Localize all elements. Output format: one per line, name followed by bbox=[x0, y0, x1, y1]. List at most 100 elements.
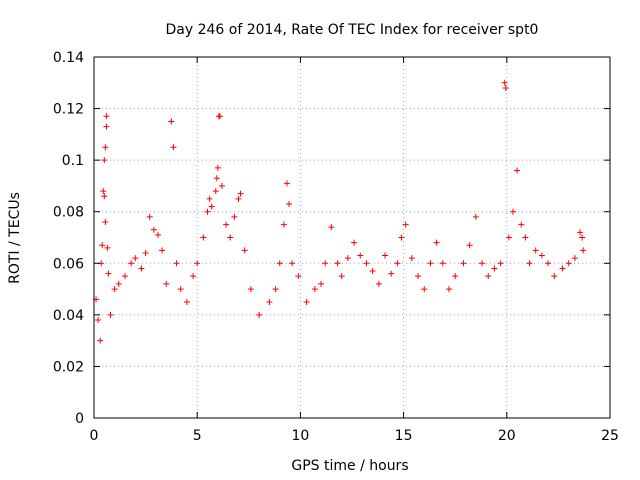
data-point bbox=[121, 273, 128, 280]
data-point bbox=[518, 221, 525, 228]
data-point bbox=[408, 255, 415, 262]
y-tick-label: 0.08 bbox=[53, 205, 84, 221]
data-point bbox=[283, 180, 290, 187]
data-point bbox=[105, 270, 112, 277]
data-point bbox=[382, 252, 389, 259]
data-point bbox=[421, 286, 428, 293]
data-point bbox=[212, 188, 219, 195]
x-tick-label: 25 bbox=[601, 428, 619, 444]
data-point bbox=[132, 255, 139, 262]
axis-ticks bbox=[93, 56, 611, 419]
data-point bbox=[107, 311, 114, 318]
chart-title: Day 246 of 2014, Rate Of TEC Index for r… bbox=[166, 22, 539, 38]
data-point bbox=[491, 265, 498, 272]
data-point bbox=[369, 268, 376, 275]
data-point bbox=[479, 260, 486, 267]
data-point bbox=[128, 260, 135, 267]
data-point bbox=[208, 203, 215, 210]
data-point bbox=[266, 298, 273, 305]
x-tick-label: 15 bbox=[395, 428, 413, 444]
data-point bbox=[311, 286, 318, 293]
y-tick-label: 0.06 bbox=[53, 256, 84, 272]
data-point bbox=[502, 84, 509, 91]
data-point bbox=[532, 247, 539, 254]
data-point bbox=[398, 234, 405, 241]
data-point bbox=[276, 260, 283, 267]
data-point bbox=[100, 188, 107, 195]
data-point bbox=[247, 286, 254, 293]
data-point bbox=[99, 242, 106, 249]
data-point bbox=[97, 337, 104, 344]
data-point bbox=[237, 190, 244, 197]
data-point bbox=[173, 260, 180, 267]
data-point bbox=[466, 242, 473, 249]
data-point bbox=[505, 234, 512, 241]
data-point bbox=[579, 234, 586, 241]
x-tick-labels: 0 5 10 15 20 25 bbox=[90, 428, 619, 444]
y-tick-label: 0.12 bbox=[53, 102, 84, 118]
data-point bbox=[357, 252, 364, 259]
x-tick-label: 0 bbox=[90, 428, 99, 444]
data-point bbox=[551, 273, 558, 280]
data-point bbox=[190, 273, 197, 280]
data-point bbox=[177, 286, 184, 293]
data-point bbox=[571, 255, 578, 262]
data-point bbox=[460, 260, 467, 267]
y-tick-label: 0.1 bbox=[62, 153, 84, 169]
data-point bbox=[168, 118, 175, 125]
data-point bbox=[103, 113, 110, 120]
y-tick-label: 0.02 bbox=[53, 359, 84, 375]
y-axis-label: ROTI / TECUs bbox=[7, 192, 23, 284]
data-point bbox=[514, 167, 521, 174]
data-point bbox=[103, 123, 110, 130]
data-point bbox=[545, 260, 552, 267]
data-point bbox=[427, 260, 434, 267]
data-point bbox=[216, 113, 223, 120]
data-point bbox=[142, 249, 149, 256]
data-point bbox=[501, 79, 508, 86]
data-point bbox=[183, 298, 190, 305]
plot-frame bbox=[93, 56, 611, 419]
data-point bbox=[472, 213, 479, 220]
data-point bbox=[200, 234, 207, 241]
data-point bbox=[526, 260, 533, 267]
data-point bbox=[101, 193, 108, 200]
data-point bbox=[95, 317, 102, 324]
data-point bbox=[231, 213, 238, 220]
data-point bbox=[303, 298, 310, 305]
grid-layer bbox=[94, 57, 610, 418]
data-point bbox=[351, 239, 358, 246]
x-tick-label: 10 bbox=[291, 428, 309, 444]
data-point bbox=[363, 260, 370, 267]
data-point bbox=[322, 260, 329, 267]
data-point bbox=[138, 265, 145, 272]
data-point bbox=[318, 280, 325, 287]
data-point bbox=[452, 273, 459, 280]
data-point bbox=[280, 221, 287, 228]
data-point bbox=[227, 234, 234, 241]
data-point bbox=[580, 247, 587, 254]
data-point bbox=[163, 280, 170, 287]
data-point bbox=[497, 260, 504, 267]
data-point bbox=[415, 273, 422, 280]
data-point bbox=[538, 252, 545, 259]
data-point bbox=[328, 224, 335, 231]
data-point bbox=[272, 286, 279, 293]
data-point bbox=[522, 234, 529, 241]
data-point bbox=[214, 164, 221, 171]
data-point bbox=[194, 260, 201, 267]
x-axis-label: GPS time / hours bbox=[291, 458, 408, 474]
data-point bbox=[286, 200, 293, 207]
data-point bbox=[388, 270, 395, 277]
data-point bbox=[241, 247, 248, 254]
data-point bbox=[235, 195, 242, 202]
data-point bbox=[213, 175, 220, 182]
data-point bbox=[204, 208, 211, 215]
data-point bbox=[102, 144, 109, 151]
data-point bbox=[295, 273, 302, 280]
y-tick-label: 0.04 bbox=[53, 308, 84, 324]
data-point bbox=[101, 157, 108, 164]
data-point bbox=[170, 144, 177, 151]
data-point bbox=[154, 231, 161, 238]
